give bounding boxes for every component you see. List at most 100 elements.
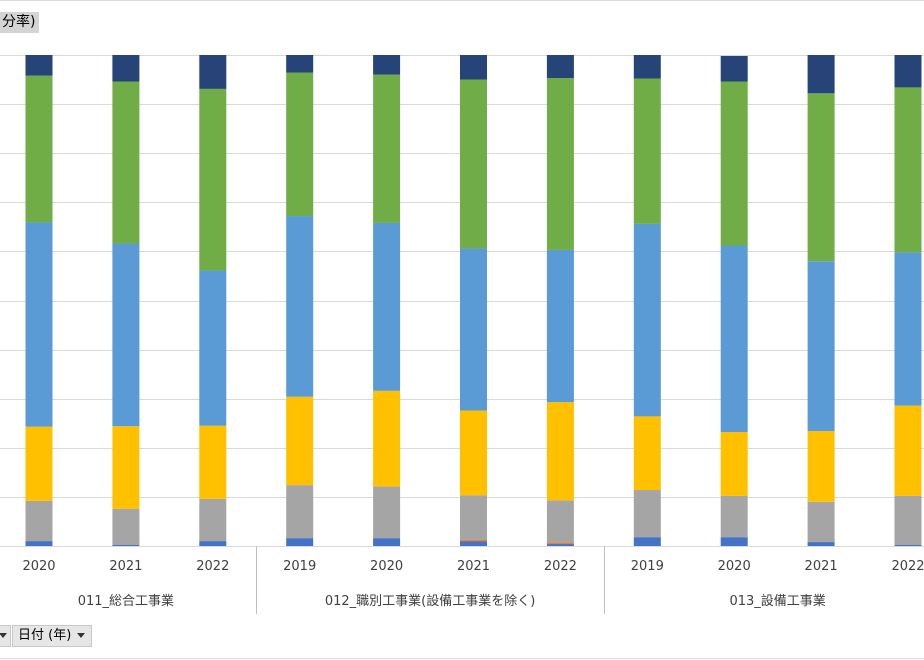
category-tick-label: 2022 — [891, 559, 924, 574]
bar-segment-series-4 — [286, 396, 314, 486]
bar-segment-series-7 — [25, 55, 53, 76]
bar-stack-9 — [807, 55, 835, 546]
bar-segment-series-5 — [807, 261, 835, 432]
bar-segment-series-5 — [894, 252, 922, 406]
bar-segment-series-2 — [460, 539, 487, 542]
bar-segment-series-6 — [25, 75, 53, 223]
dropdown-arrow-icon — [77, 633, 86, 638]
bar-segment-series-6 — [894, 87, 922, 253]
bar-segment-series-5 — [112, 243, 140, 427]
bar-segment-series-3 — [25, 500, 53, 542]
bar-segment-series-4 — [546, 402, 574, 501]
category-tick-label: 2022 — [544, 559, 577, 574]
category-tick-label: 2019 — [283, 559, 316, 574]
bar-stack-5 — [460, 55, 487, 546]
bar-segment-series-7 — [460, 55, 487, 80]
date-year-field-button[interactable]: 日付 (年) — [12, 625, 93, 647]
bar-segment-series-3 — [633, 490, 661, 538]
bar-segment-series-7 — [286, 55, 314, 73]
bar-segment-series-1 — [720, 537, 748, 546]
bar-segment-series-7 — [720, 55, 748, 82]
bar-segment-series-3 — [199, 498, 227, 542]
bar-segment-series-6 — [286, 72, 314, 217]
bar-segment-series-4 — [373, 390, 401, 487]
bar-segment-series-3 — [894, 495, 922, 546]
bar-segment-series-4 — [25, 426, 53, 501]
chart-title: 分率) — [0, 12, 40, 33]
category-tick-label: 2020 — [718, 559, 751, 574]
bar-segment-series-6 — [460, 79, 487, 249]
bar-segment-series-5 — [25, 222, 53, 427]
filter-dropdown-button[interactable] — [0, 625, 11, 647]
bar-segment-series-1 — [25, 541, 53, 546]
bar-segment-series-6 — [199, 88, 227, 271]
bar-segment-series-5 — [373, 222, 401, 391]
bar-segment-series-3 — [460, 495, 487, 540]
bar-segment-series-1 — [199, 541, 227, 546]
bar-segment-series-7 — [199, 55, 227, 89]
group-label: 013_設備工事業 — [729, 593, 825, 609]
bar-segment-series-3 — [286, 485, 314, 539]
bar-stack-3 — [286, 55, 314, 546]
bar-segment-series-7 — [894, 55, 922, 88]
bar-segment-series-6 — [720, 81, 748, 246]
bar-segment-series-5 — [546, 249, 574, 403]
bar-segment-series-5 — [460, 248, 487, 411]
bar-segment-series-3 — [720, 495, 748, 538]
bar-segment-series-3 — [373, 486, 401, 539]
bar-segment-series-5 — [286, 216, 314, 397]
dropdown-arrow-icon — [0, 633, 7, 638]
bar-segment-series-3 — [546, 500, 574, 543]
bar-segment-series-6 — [807, 93, 835, 262]
bar-segment-series-4 — [633, 416, 661, 491]
bar-stack-1 — [112, 55, 140, 546]
bar-segment-series-5 — [633, 223, 661, 417]
bar-segment-series-1 — [286, 538, 314, 546]
bar-segment-series-5 — [720, 245, 748, 433]
bar-segment-series-4 — [199, 425, 227, 499]
bar-segment-series-6 — [112, 81, 140, 244]
category-tick-label: 2022 — [196, 559, 229, 574]
category-tick-label: 2019 — [631, 559, 664, 574]
group-label: 012_職別工事業(設備工事業を除く) — [325, 593, 535, 609]
bar-segment-series-1 — [633, 537, 661, 546]
bar-segment-series-2 — [546, 542, 574, 545]
bar-segment-series-6 — [546, 78, 574, 250]
category-tick-label: 2021 — [805, 559, 838, 574]
category-tick-label: 2021 — [109, 559, 142, 574]
category-axis: 2020 2021 2022 2019 2020 2021 2022 2019 2020 2021… — [22, 546, 924, 614]
chart-frame-bottom-border — [0, 658, 924, 659]
bar-stack-2 — [199, 55, 227, 546]
bar-segment-series-5 — [199, 270, 227, 426]
bar-segment-series-1 — [112, 545, 140, 546]
category-tick-label: 2020 — [22, 559, 55, 574]
bar-segment-series-1 — [546, 544, 574, 546]
bar-segment-series-4 — [720, 432, 748, 496]
bar-segment-series-1 — [373, 538, 401, 546]
bar-segment-series-4 — [894, 405, 922, 496]
bar-stack-10 — [894, 55, 922, 546]
bar-stack-4 — [373, 55, 401, 546]
bar-segment-series-6 — [633, 78, 661, 224]
gridlines — [0, 55, 924, 547]
bar-segment-series-6 — [373, 74, 401, 223]
chart-frame-top-border — [0, 0, 924, 1]
bar-stack-8 — [720, 55, 748, 546]
bar-segment-series-1 — [807, 542, 835, 546]
bar-segment-series-1 — [894, 545, 922, 546]
bar-segment-series-4 — [460, 410, 487, 496]
bar-stack-0 — [25, 55, 53, 546]
bar-segment-series-7 — [546, 55, 574, 79]
bar-segment-series-4 — [112, 426, 140, 509]
category-tick-label: 2021 — [457, 559, 490, 574]
date-year-field-label: 日付 (年) — [18, 628, 72, 643]
bar-segment-series-3 — [807, 501, 835, 543]
bar-series — [25, 55, 922, 546]
bar-segment-series-7 — [633, 55, 661, 79]
bar-segment-series-3 — [112, 508, 140, 546]
group-label: 011_総合工事業 — [78, 593, 174, 609]
bar-segment-series-7 — [807, 55, 835, 94]
bar-segment-series-4 — [807, 431, 835, 502]
bar-segment-series-7 — [112, 55, 140, 82]
